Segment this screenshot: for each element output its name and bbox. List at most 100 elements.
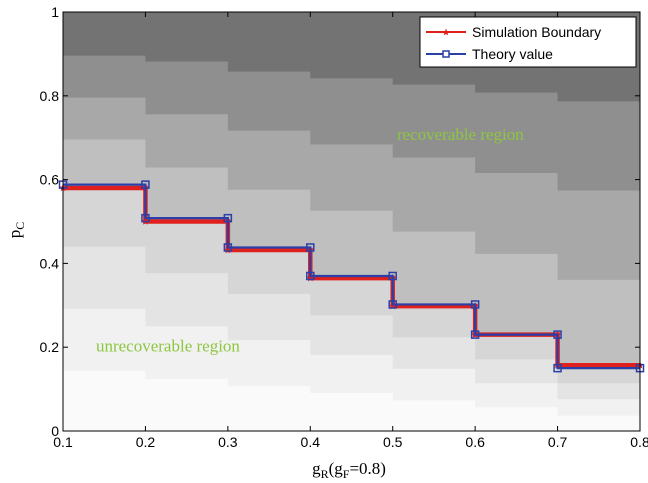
band-cell-2-6 [227, 71, 311, 131]
x-axis-label: gR(gF=0.8) [312, 459, 386, 481]
series-1-marker-2 [141, 213, 150, 223]
band-cell-5-6 [475, 92, 559, 173]
band-cell-6-4 [557, 279, 641, 368]
annotation-1: unrecoverable region [96, 336, 240, 355]
band-cell-0-4 [63, 138, 146, 185]
band-cell-5-0 [475, 406, 559, 432]
y-tick-label-0: 0 [51, 423, 59, 439]
band-cell-3-3 [310, 276, 394, 316]
band-cell-4-3 [392, 305, 476, 338]
x-tick-label-6: 0.7 [548, 434, 568, 450]
axis-ticks: 0.1 0.2 0.3 0.4 0.5 0.6 0.7 0.8 0 0.2 0.4 0.6 0.8 1 [40, 4, 648, 450]
x-tick-label-5: 0.6 [465, 434, 485, 450]
band-cell-3-7 [310, 12, 394, 79]
band-cell-5-3 [475, 334, 559, 360]
band-cell-4-2 [392, 336, 476, 369]
band-cell-2-5 [227, 130, 311, 190]
series-1-marker-4 [223, 243, 233, 252]
band-cell-0-0 [63, 370, 146, 432]
band-cell-2-0 [227, 385, 311, 432]
legend-marker-square [442, 50, 450, 58]
band-cell-0-6 [63, 55, 146, 98]
band-cell-3-5 [310, 143, 394, 211]
band-cell-6-5 [557, 190, 641, 280]
y-tick-label-2: 0.4 [40, 255, 60, 271]
legend: Simulation Boundary Theory value [419, 16, 637, 68]
annotation-0: recoverable region [397, 125, 524, 144]
band-cell-5-2 [475, 358, 559, 384]
series-1-marker-5 [306, 243, 315, 252]
legend-box [419, 16, 637, 68]
y-label-sub: C [13, 222, 27, 230]
band-cell-3-1 [310, 354, 394, 393]
band-cell-3-2 [310, 314, 394, 355]
x-tick-label-7: 0.8 [630, 434, 648, 450]
series-1-marker-9 [470, 300, 480, 309]
x-label-paren-open: (g [329, 459, 344, 478]
x-tick-label-3: 0.4 [301, 434, 321, 450]
series-line-1 [63, 183, 640, 370]
plot-frame [62, 11, 641, 432]
band-cell-6-6 [557, 100, 641, 191]
band-cell-1-2 [145, 272, 229, 327]
series-lines [58, 180, 645, 373]
band-cell-5-1 [475, 382, 559, 408]
band-cell-6-0 [557, 415, 641, 432]
y-tick-label-3: 0.6 [40, 172, 60, 188]
band-cell-5-5 [475, 172, 559, 254]
band-cell-3-6 [310, 77, 394, 145]
band-cell-5-4 [475, 253, 559, 336]
annotations: recoverable region unrecoverable region [96, 125, 524, 356]
series-1-marker-12 [553, 363, 562, 373]
legend-marker-star [442, 28, 450, 36]
band-cell-1-7 [145, 12, 229, 62]
series-1-marker-6 [306, 271, 315, 281]
x-label-paren-sub: F [343, 467, 350, 481]
band-cell-0-2 [63, 246, 146, 309]
band-cell-2-3 [227, 247, 311, 295]
series-1-marker-7 [388, 271, 397, 281]
series-1-marker-8 [388, 300, 397, 309]
band-cell-4-0 [392, 399, 476, 432]
x-tick-label-2: 0.3 [218, 434, 238, 450]
band-cell-6-2 [557, 382, 641, 400]
band-cell-2-7 [227, 12, 311, 72]
y-axis-label: pC [5, 222, 27, 239]
band-cell-4-1 [392, 368, 476, 401]
band-cell-2-2 [227, 293, 311, 341]
band-cell-2-4 [227, 189, 311, 249]
y-tick-label-5: 1 [51, 4, 59, 20]
band-cell-2-1 [227, 339, 311, 387]
band-cell-1-3 [145, 219, 229, 274]
legend-label-simulation: Simulation Boundary [472, 24, 601, 40]
band-cell-1-0 [145, 378, 229, 432]
series-1-marker-1 [141, 180, 150, 189]
x-tick-label-4: 0.5 [383, 434, 403, 450]
band-cell-4-5 [392, 156, 476, 232]
x-tick-label-1: 0.2 [136, 434, 156, 450]
legend-label-theory: Theory value [472, 46, 553, 62]
y-tick-label-4: 0.8 [40, 88, 60, 104]
band-cell-0-5 [63, 97, 146, 140]
band-cell-0-7 [63, 12, 146, 56]
band-cell-4-4 [392, 231, 476, 306]
series-1-marker-3 [223, 213, 233, 223]
band-cell-6-1 [557, 398, 641, 416]
band-cell-1-4 [145, 167, 229, 220]
band-cell-0-1 [63, 308, 146, 371]
x-label-paren-close: =0.8) [349, 459, 386, 478]
x-label-sub: R [321, 467, 329, 481]
band-cell-3-0 [310, 392, 394, 432]
band-cell-0-3 [63, 184, 146, 247]
band-cell-4-6 [392, 84, 476, 158]
band-cell-6-3 [557, 366, 641, 384]
band-cell-1-5 [145, 113, 229, 168]
y-label-main: p [5, 230, 24, 239]
x-label-main: g [312, 459, 321, 478]
series-1-marker-11 [553, 330, 562, 339]
x-tick-label-0: 0.1 [53, 434, 73, 450]
series-1-marker-10 [470, 330, 480, 339]
band-cell-1-1 [145, 325, 229, 380]
y-tick-label-1: 0.2 [40, 339, 60, 355]
